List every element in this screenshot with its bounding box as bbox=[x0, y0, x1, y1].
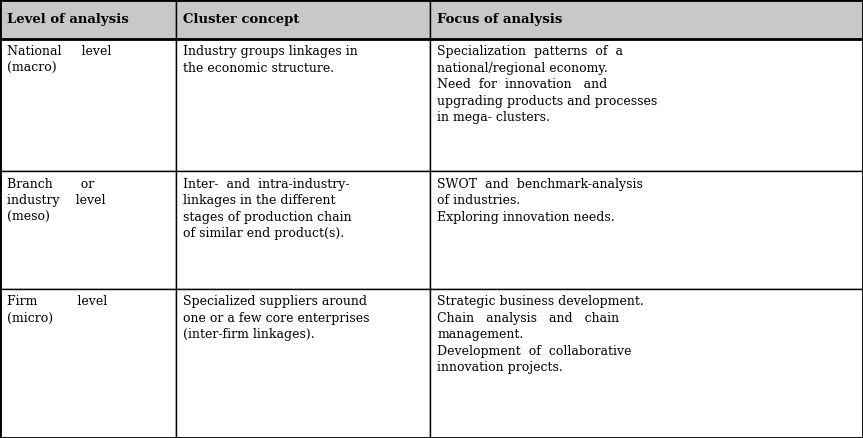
Text: Cluster concept: Cluster concept bbox=[182, 13, 299, 26]
Bar bbox=[176, 39, 430, 171]
Text: Firm          level
(micro): Firm level (micro) bbox=[7, 295, 107, 325]
Bar bbox=[176, 0, 430, 39]
Text: Strategic business development.
Chain   analysis   and   chain
management.
Devel: Strategic business development. Chain an… bbox=[437, 295, 644, 374]
Text: Focus of analysis: Focus of analysis bbox=[437, 13, 563, 26]
Bar bbox=[0, 289, 176, 438]
Text: Specialization  patterns  of  a
national/regional economy.
Need  for  innovation: Specialization patterns of a national/re… bbox=[437, 45, 658, 124]
Bar bbox=[176, 171, 430, 289]
Text: Branch       or
industry    level
(meso): Branch or industry level (meso) bbox=[7, 178, 105, 224]
Bar bbox=[430, 39, 863, 171]
Text: Inter-  and  intra-industry-
linkages in the different
stages of production chai: Inter- and intra-industry- linkages in t… bbox=[182, 178, 351, 240]
Text: Level of analysis: Level of analysis bbox=[7, 13, 129, 26]
Bar bbox=[0, 39, 176, 171]
Text: Specialized suppliers around
one or a few core enterprises
(inter-firm linkages): Specialized suppliers around one or a fe… bbox=[182, 295, 369, 341]
Text: SWOT  and  benchmark-analysis
of industries.
Exploring innovation needs.: SWOT and benchmark-analysis of industrie… bbox=[437, 178, 643, 224]
Text: National     level
(macro): National level (macro) bbox=[7, 45, 111, 74]
Bar bbox=[430, 171, 863, 289]
Bar bbox=[430, 0, 863, 39]
Bar bbox=[0, 0, 176, 39]
Bar bbox=[176, 289, 430, 438]
Text: Industry groups linkages in
the economic structure.: Industry groups linkages in the economic… bbox=[182, 45, 357, 74]
Bar bbox=[430, 289, 863, 438]
Bar bbox=[0, 171, 176, 289]
